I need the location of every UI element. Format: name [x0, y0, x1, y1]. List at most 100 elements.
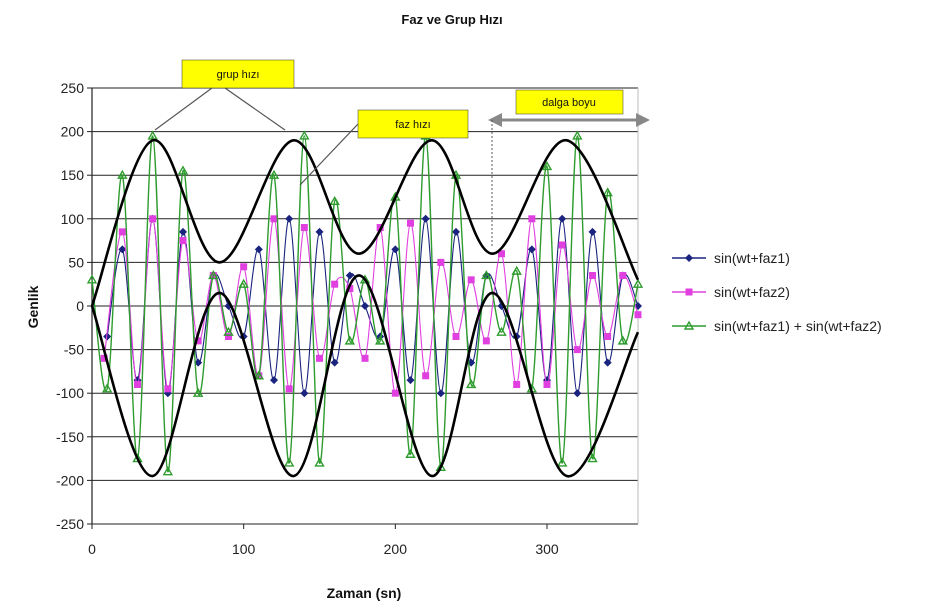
series-1-point-15 [331, 280, 339, 288]
legend-marker-0 [685, 254, 693, 262]
legend: sin(wt+faz1) sin(wt+faz2) sin(wt+faz1) + s… [672, 250, 882, 334]
series-1-point-1 [118, 228, 126, 236]
series-2-point-18 [359, 274, 371, 284]
series-1-point-26 [498, 250, 505, 258]
y-axis-title: Genlik [25, 285, 41, 328]
series-0-point-6 [194, 358, 203, 367]
series-2-point-6 [177, 165, 189, 175]
series-0-point-12 [285, 214, 294, 223]
series-1-point-22 [437, 258, 445, 266]
series-0-point-31 [573, 389, 582, 398]
series-2-point-7 [192, 387, 204, 397]
series-1-point-12 [285, 385, 293, 393]
series-2-point-4 [147, 130, 158, 140]
legend-label-2: sin(wt+faz1) + sin(wt+faz2) [714, 318, 882, 334]
series-1-line [103, 218, 639, 394]
annotation-faz-hizi-arrow [299, 123, 359, 186]
y-tick-label-8: -150 [56, 429, 84, 445]
annotation-dalga-boyu-box [515, 89, 624, 115]
y-tick-labels: 250 200 150 100 50 0 -50 -100 -150 -200 -250 [56, 80, 84, 532]
series-2-point-28 [511, 265, 522, 275]
chart-title: Faz ve Grup Hızı [401, 12, 502, 27]
series-2-point-0 [86, 274, 98, 284]
annotation-faz-hizi-text: faz hızı [395, 119, 430, 131]
series-2-point-2 [117, 169, 128, 179]
series-1-point-19 [391, 389, 399, 397]
series-0-point-14 [315, 227, 324, 236]
annotation-dalga-boyu: dalga boyu [488, 89, 650, 248]
series-1-point-31 [573, 346, 581, 354]
series-1-point-13 [300, 224, 308, 232]
series-2-point-35 [617, 335, 629, 345]
series-1-point-33 [604, 333, 612, 341]
series-1-point-8 [225, 333, 232, 341]
series-2-point-10 [238, 278, 249, 288]
series-2-point-11 [253, 370, 265, 380]
annotation-dalga-boyu-arrowhead-left [488, 113, 502, 127]
series-2-point-16 [329, 195, 340, 206]
series-0-point-17 [361, 302, 369, 310]
legend-label-0: sin(wt+faz1) [714, 250, 790, 266]
y-tick-label-4: 50 [68, 254, 84, 270]
y-tick-label-2: 150 [61, 167, 85, 183]
x-tick-label-2: 200 [384, 541, 408, 557]
series-2-point-26 [481, 270, 492, 280]
annotation-faz-hizi: faz hızı [299, 109, 469, 186]
series-1-point-24 [467, 276, 475, 284]
series-2-point-27 [496, 326, 507, 336]
series-1-point-29 [543, 380, 551, 388]
series-0-point-20 [406, 376, 415, 385]
series-1-point-25 [482, 337, 490, 345]
series-1-point-14 [316, 354, 323, 362]
x-tick-labels: 0 100 200 300 [88, 524, 559, 557]
series-0-point-1 [118, 245, 127, 254]
annotation-dalga-boyu-text: dalga boyu [542, 97, 596, 109]
series-2-point-30 [541, 161, 553, 171]
y-tick-label-3: 100 [61, 211, 85, 227]
series-group [86, 130, 644, 476]
series-1-point-9 [240, 263, 248, 271]
series-1-point-16 [346, 285, 354, 293]
series-2-point-8 [208, 270, 219, 280]
series-1-point-34 [619, 271, 627, 279]
annotation-dalga-boyu-arrowhead-right [636, 113, 650, 127]
legend-marker-1 [685, 288, 693, 296]
series-2-point-31 [556, 457, 568, 467]
series-0-point-19 [391, 245, 400, 254]
series-2-point-13 [283, 457, 295, 467]
series-0-point-23 [452, 227, 460, 236]
series-0-point-32 [588, 227, 597, 236]
series-0-point-28 [527, 245, 536, 254]
series-2-point-15 [314, 457, 325, 467]
series-0-point-30 [558, 214, 567, 223]
series-1-point-2 [134, 380, 141, 388]
series-2-point-9 [223, 326, 234, 336]
envelope-upper [90, 139, 640, 307]
series-0-point-5 [179, 227, 187, 236]
y-tick-label-9: -200 [56, 472, 84, 488]
series-1-point-17 [361, 354, 369, 362]
series-0-point-11 [270, 376, 278, 385]
y-tick-label-10: -250 [56, 516, 84, 532]
series-1-point-32 [589, 271, 596, 279]
series-1-point-11 [270, 215, 278, 223]
x-tick-label-1: 100 [232, 541, 256, 557]
series-1-point-28 [528, 215, 536, 223]
series-1-point-30 [558, 241, 566, 249]
series-2-point-34 [602, 187, 613, 197]
annotation-faz-hizi-box [357, 109, 469, 139]
series-2-point-1 [101, 383, 113, 393]
series-1-point-27 [513, 380, 521, 388]
annotation-grup-hizi-text: grup hızı [217, 69, 260, 81]
envelope-lower [90, 274, 640, 478]
series-2-point-36 [632, 278, 644, 288]
annotation-grup-hizi: grup hızı [154, 59, 295, 131]
series-1-point-21 [422, 372, 430, 380]
series-2-point-14 [299, 130, 310, 140]
x-tick-label-3: 300 [535, 541, 559, 557]
y-tick-label-6: -50 [64, 342, 84, 358]
y-tick-label-0: 250 [61, 80, 85, 96]
series-0-point-21 [421, 214, 430, 223]
